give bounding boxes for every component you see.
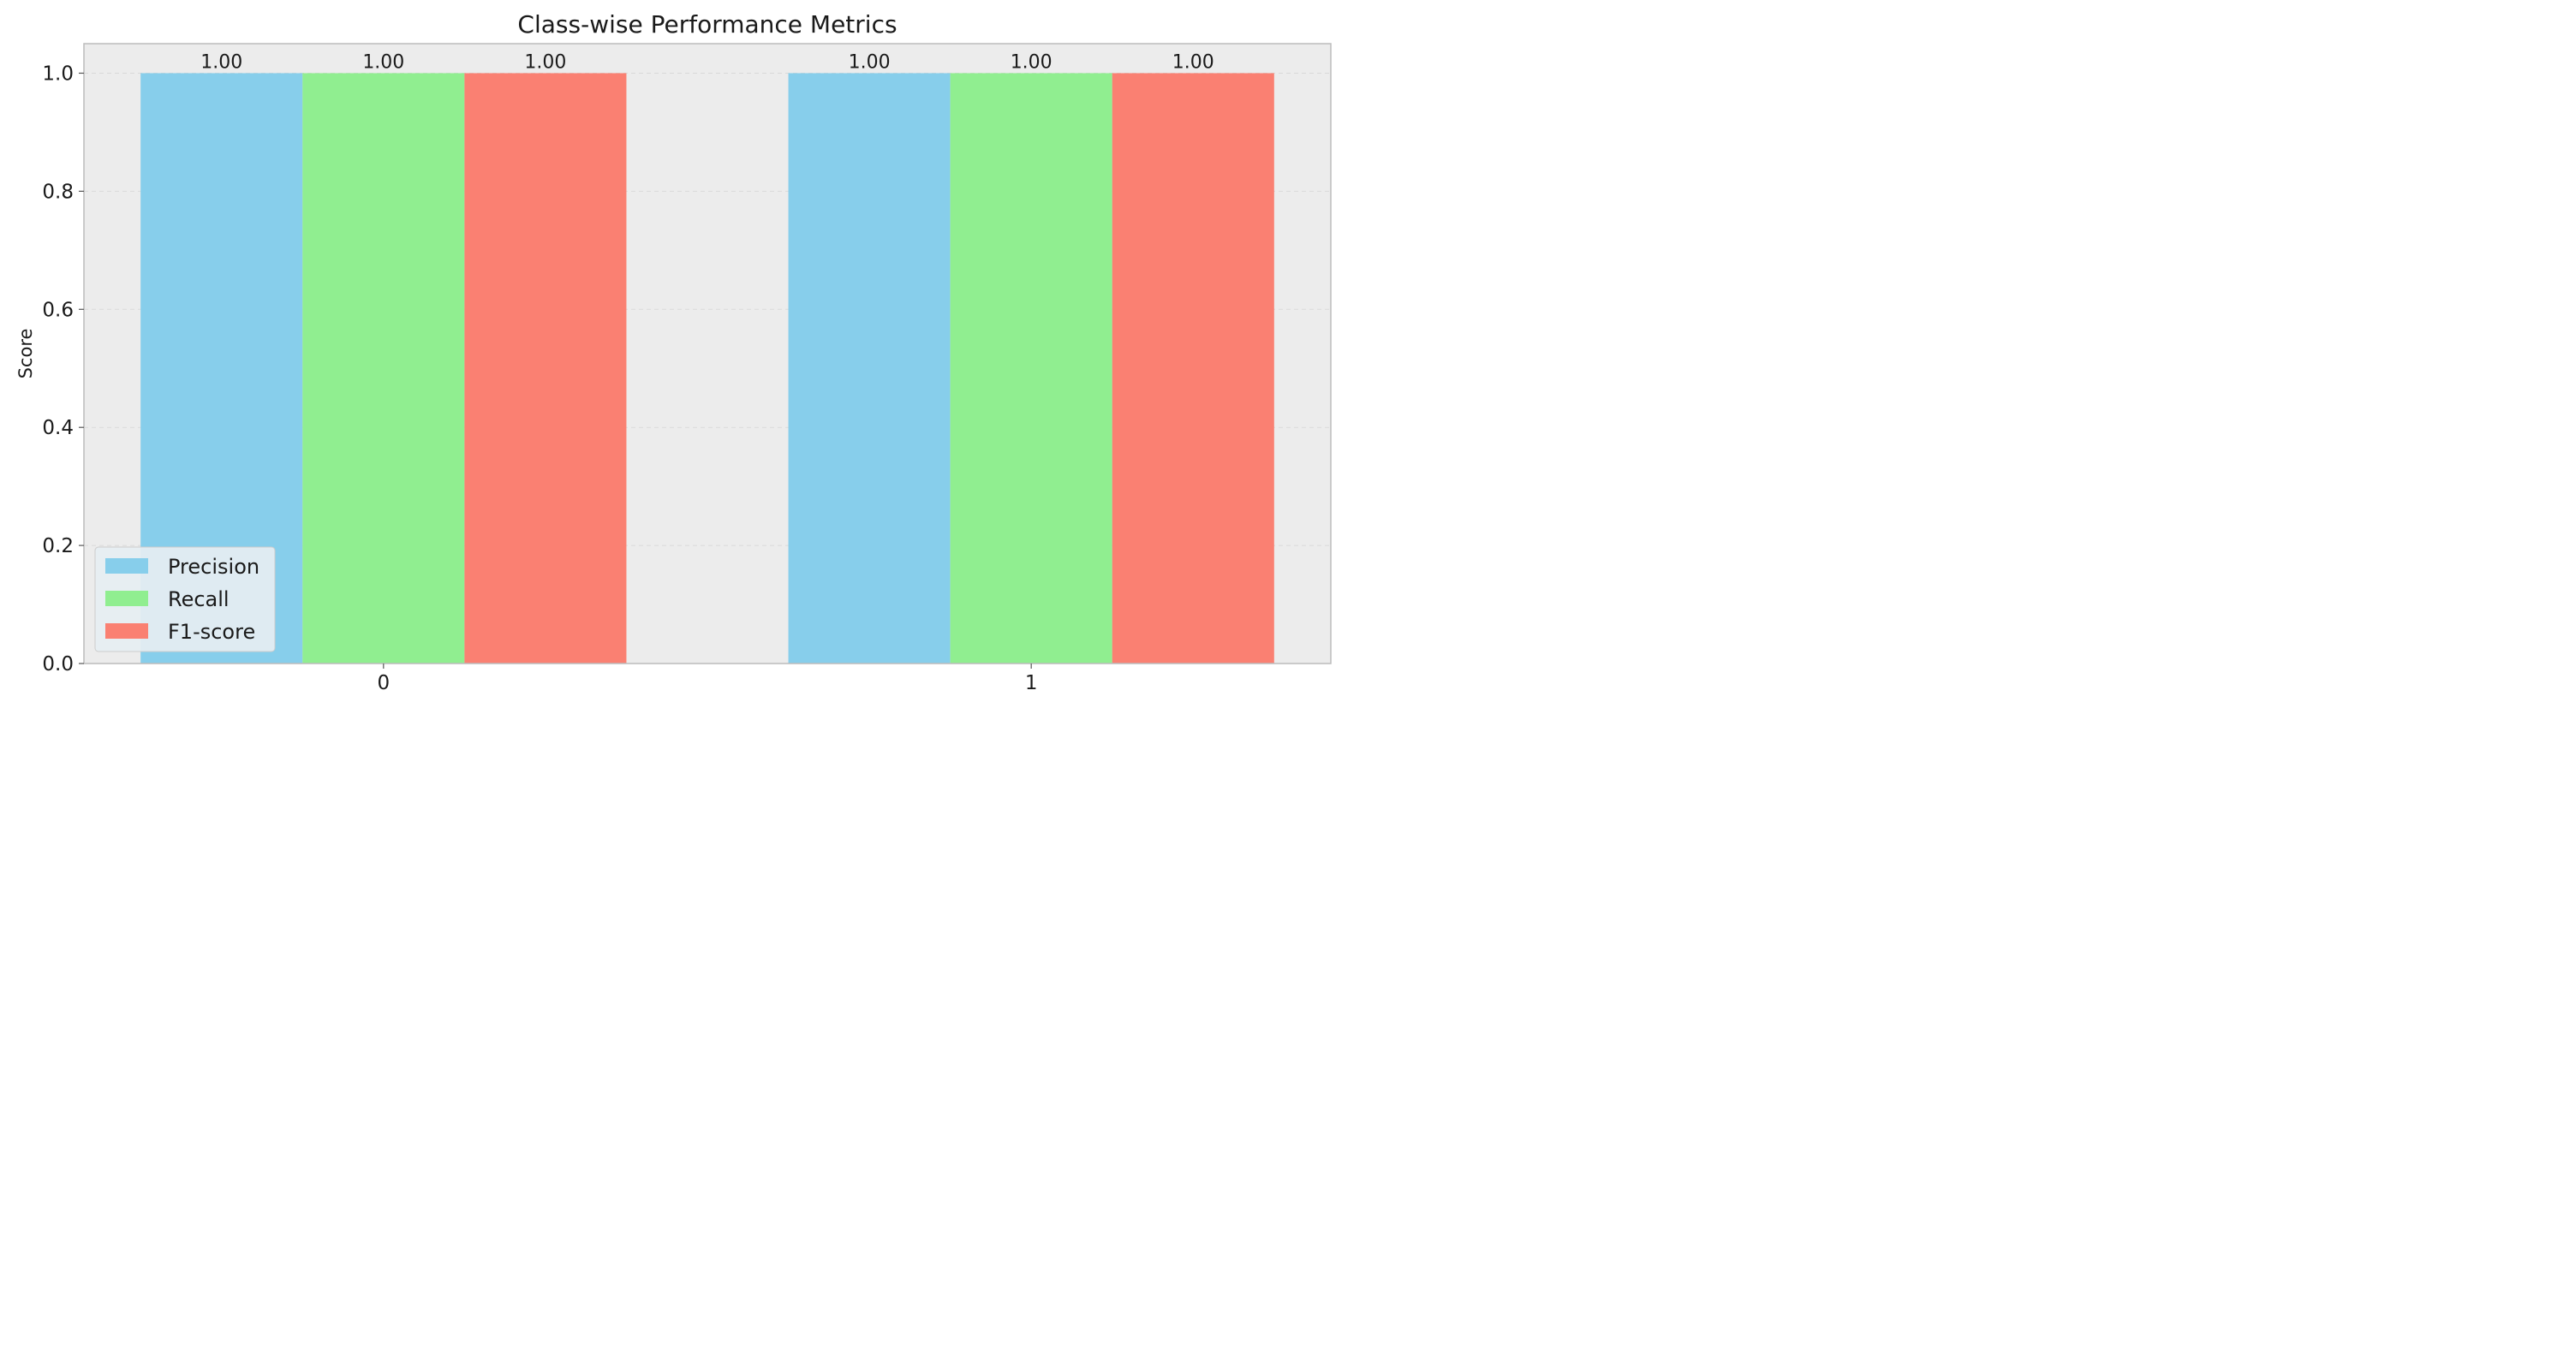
y-tick-label: 0.0: [42, 653, 74, 676]
bars-layer: [140, 73, 1274, 664]
axes-layer: 0.00.20.40.60.81.00 1: [42, 43, 1332, 694]
x-tick-label: 0: [377, 672, 390, 694]
data-label: 1.00: [1172, 51, 1214, 73]
axes-frame: [83, 43, 1332, 664]
data-label: 1.00: [1011, 51, 1052, 73]
bar-recall-class-0: [302, 73, 465, 664]
data-label: 1.00: [849, 51, 891, 73]
data-labels-layer: 1.00 1.00 1.00 1.00 1.00 1.00: [200, 51, 1214, 73]
legend-swatch-f1-score: [105, 623, 148, 639]
bar-chart: 1.00 1.001.00 1.001.00 1.00 0.00.20.40.60.8…: [15, 10, 1332, 694]
legend-swatch-recall: [105, 591, 148, 606]
bar-f1-score-class-0: [464, 73, 627, 664]
bar-f1-score-class-1: [1112, 73, 1274, 664]
chart-figure: 1.00 1.00 1.00 1.00 1.00 1.00 0.0 0.2 0.4 0.6 0.8…: [0, 0, 1343, 707]
data-label: 1.00: [362, 51, 404, 73]
y-tick-label: 0.2: [42, 535, 74, 557]
legend-label: F1-score: [168, 620, 255, 644]
y-axis-label: Score: [15, 329, 36, 379]
chart-title: Class-wise Performance Metrics: [517, 10, 897, 39]
y-tick-label: 0.4: [42, 417, 74, 439]
legend: Precision Recall F1-score: [94, 546, 276, 652]
x-tick-label: 1: [1025, 672, 1038, 694]
data-label: 1.00: [524, 51, 566, 73]
legend-label: Recall: [168, 587, 230, 611]
data-label: 1.00: [200, 51, 242, 73]
y-tick-label: 0.8: [42, 181, 74, 203]
legend-swatch-precision: [105, 558, 148, 574]
legend-label: Precision: [168, 555, 259, 579]
y-tick-label: 1.0: [42, 62, 74, 85]
bar-recall-class-1: [950, 73, 1112, 664]
bar-precision-class-1: [788, 73, 951, 664]
y-tick-label: 0.6: [42, 299, 74, 321]
